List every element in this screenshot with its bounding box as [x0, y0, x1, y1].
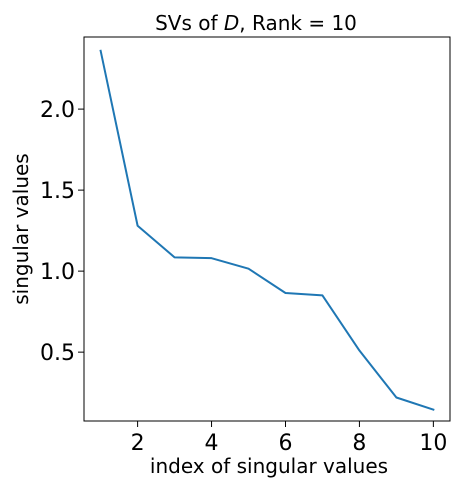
- y-tick-label: 0.5: [40, 341, 75, 366]
- svg-text:SVs of D, Rank = 10: SVs of D, Rank = 10: [155, 11, 357, 35]
- y-tick-label: 1.0: [40, 260, 75, 285]
- title-part-matrix-symbol: D: [224, 11, 239, 35]
- x-tick-label: 8: [352, 431, 366, 456]
- x-axis-label: index of singular values: [150, 454, 388, 478]
- series-line-0: [99, 49, 435, 411]
- series-layer: [99, 49, 435, 411]
- x-tick-label: 4: [205, 431, 219, 456]
- axes-frame: [83, 36, 451, 422]
- y-axis-label: singular values: [9, 153, 33, 304]
- x-axis-ticks: 2 4 6 8 10: [131, 421, 447, 456]
- x-tick-label: 2: [131, 431, 145, 456]
- y-axis-ticks: 0.5 1.0 1.5 2.0: [40, 98, 84, 366]
- x-tick-label: 6: [278, 431, 292, 456]
- plot-area: [83, 36, 451, 422]
- chart-title: SVs of D, Rank = 10: [155, 11, 357, 35]
- y-tick-label: 1.5: [40, 179, 75, 204]
- title-part-prefix: SVs of: [155, 11, 224, 35]
- title-part-rank: , Rank = 10: [239, 11, 357, 35]
- x-tick-label: 10: [419, 431, 447, 456]
- y-tick-label: 2.0: [40, 98, 75, 123]
